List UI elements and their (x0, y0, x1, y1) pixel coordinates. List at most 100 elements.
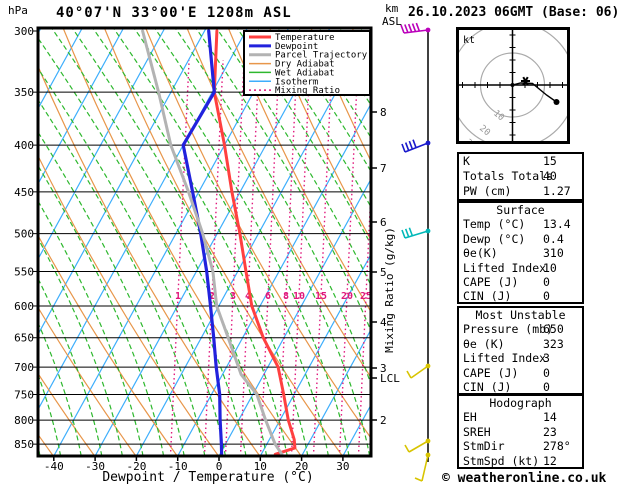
table-row: CAPE (J) 0 (463, 365, 550, 380)
hodograph-unit-label: kt (463, 35, 475, 46)
table-row: CIN (J) 0 (463, 289, 550, 304)
wind-barb-column (400, 22, 431, 482)
wind-barb (414, 452, 431, 482)
svg-text:350: 350 (14, 86, 34, 99)
svg-text:3: 3 (230, 291, 236, 302)
wind-barb (400, 22, 431, 34)
svg-text:850: 850 (14, 438, 34, 451)
legend-label-mixing-ratio: Mixing Ratio (275, 86, 340, 96)
svg-text:650: 650 (14, 332, 34, 345)
svg-text:6: 6 (265, 291, 271, 302)
indices-table: K 15 Totals Totals 40 PW (cm) 1.27 (457, 152, 584, 201)
table-row: Totals Totals 40 (463, 169, 557, 183)
table-row: Lifted Index 10 (463, 260, 557, 275)
temperature-axis: -40 -30 -20 -10 0 10 20 30 (44, 456, 350, 473)
svg-text:15: 15 (315, 291, 327, 302)
table-title: Hodograph (489, 396, 552, 410)
mixing-ratio-labels: 1 2 3 4 6 8 10 15 20 25 (175, 291, 372, 302)
svg-text:700: 700 (14, 361, 34, 374)
hodograph-table: Hodograph EH 14 SREH 23 StmDir 278° StmSpd … (457, 394, 584, 469)
svg-text:LCL: LCL (380, 372, 400, 385)
svg-text:500: 500 (14, 228, 34, 241)
svg-text:6: 6 (380, 216, 387, 229)
table-row: SREH 23 (463, 424, 557, 439)
svg-text:550: 550 (14, 265, 34, 278)
svg-text:3: 3 (380, 362, 387, 375)
wind-barb (404, 438, 431, 453)
legend-label-wet-adiabat: Wet Adiabat (275, 68, 335, 78)
legend: Temperature Dewpoint Parcel Trajectory D… (243, 30, 371, 96)
svg-text:-10: -10 (168, 460, 188, 473)
storm-motion-marker (522, 76, 529, 86)
svg-text:25: 25 (360, 291, 372, 302)
svg-text:400: 400 (14, 139, 34, 152)
svg-text:8: 8 (283, 291, 289, 302)
station-title: 40°07'N 33°00'E 1208m ASL (56, 5, 292, 21)
svg-text:450: 450 (14, 186, 34, 199)
table-row: θe(K) 310 (463, 246, 564, 261)
legend-label-parcel: Parcel Trajectory (275, 51, 368, 61)
x-axis-title: Dewpoint / Temperature (°C) (102, 470, 313, 485)
sounding-curves (141, 29, 297, 456)
legend-label-dewpoint: Dewpoint (275, 42, 318, 52)
svg-text:4: 4 (245, 291, 251, 302)
svg-text:5: 5 (380, 266, 387, 279)
svg-text:30: 30 (463, 138, 478, 141)
table-row: PW (cm) 1.27 (463, 184, 571, 198)
table-row: Dewp (°C) 0.4 (463, 231, 564, 246)
svg-text:-40: -40 (44, 460, 64, 473)
run-datetime: 26.10.2023 06GMT (Base: 06) (408, 5, 620, 20)
altitude-unit-asl: ASL (382, 15, 402, 28)
table-row: Lifted Index 3 (463, 351, 550, 366)
table-row: K 15 (463, 154, 557, 168)
plot-border (36, 26, 373, 458)
svg-text:750: 750 (14, 388, 34, 401)
wind-barb (406, 363, 431, 379)
table-row: CAPE (J) 0 (463, 274, 550, 289)
pressure-unit-label: hPa (8, 4, 28, 17)
wind-barb (401, 227, 431, 239)
mixing-ratio-axis-title: Mixing Ratio (g/kg) (383, 227, 396, 353)
svg-text:30: 30 (336, 460, 349, 473)
legend-label-temperature: Temperature (275, 33, 335, 43)
svg-text:8: 8 (380, 106, 387, 119)
table-row: StmDir 278° (463, 439, 571, 454)
wind-barb (401, 139, 431, 153)
svg-text:20: 20 (477, 124, 492, 139)
svg-text:1: 1 (175, 291, 181, 302)
table-row: Temp (°C) 13.4 (463, 217, 571, 232)
copyright-text: © weatheronline.co.uk (442, 471, 607, 486)
table-row: EH 14 (463, 410, 557, 425)
table-row: Pressure (mb) 650 (463, 322, 564, 337)
svg-text:2: 2 (209, 291, 215, 302)
svg-text:0: 0 (216, 460, 223, 473)
table-title: Most Unstable (475, 308, 566, 322)
svg-text:-30: -30 (85, 460, 105, 473)
svg-text:10: 10 (293, 291, 305, 302)
svg-text:20: 20 (295, 460, 308, 473)
legend-label-dry-adiabat: Dry Adiabat (275, 60, 335, 70)
surface-table: Surface Temp (°C) 13.4 Dewp (°C) 0.4 θe(K)… (457, 201, 584, 304)
svg-text:2: 2 (380, 414, 387, 427)
svg-text:800: 800 (14, 414, 34, 427)
table-row: StmSpd (kt) 12 (463, 453, 557, 468)
svg-text:10: 10 (254, 460, 267, 473)
table-title: Surface (496, 203, 545, 217)
svg-text:4: 4 (380, 316, 387, 329)
svg-text:7: 7 (380, 162, 387, 175)
altitude-unit-km: km (385, 2, 399, 15)
table-row: θe (K) 323 (463, 336, 564, 351)
legend-label-isotherm: Isotherm (275, 77, 318, 87)
svg-text:-20: -20 (126, 460, 146, 473)
svg-text:600: 600 (14, 300, 34, 313)
svg-text:300: 300 (14, 25, 34, 38)
table-row: CIN (J) 0 (463, 379, 550, 394)
altitude-axis: 8 7 6 5 4 3 2 LCL (371, 106, 400, 427)
pressure-gridlines: 300 350 400 450 500 550 600 650 700 750 800 850 (14, 25, 371, 451)
svg-text:20: 20 (341, 291, 353, 302)
most-unstable-table: Most Unstable Pressure (mb) 650 θe (K) 323… (457, 306, 584, 395)
